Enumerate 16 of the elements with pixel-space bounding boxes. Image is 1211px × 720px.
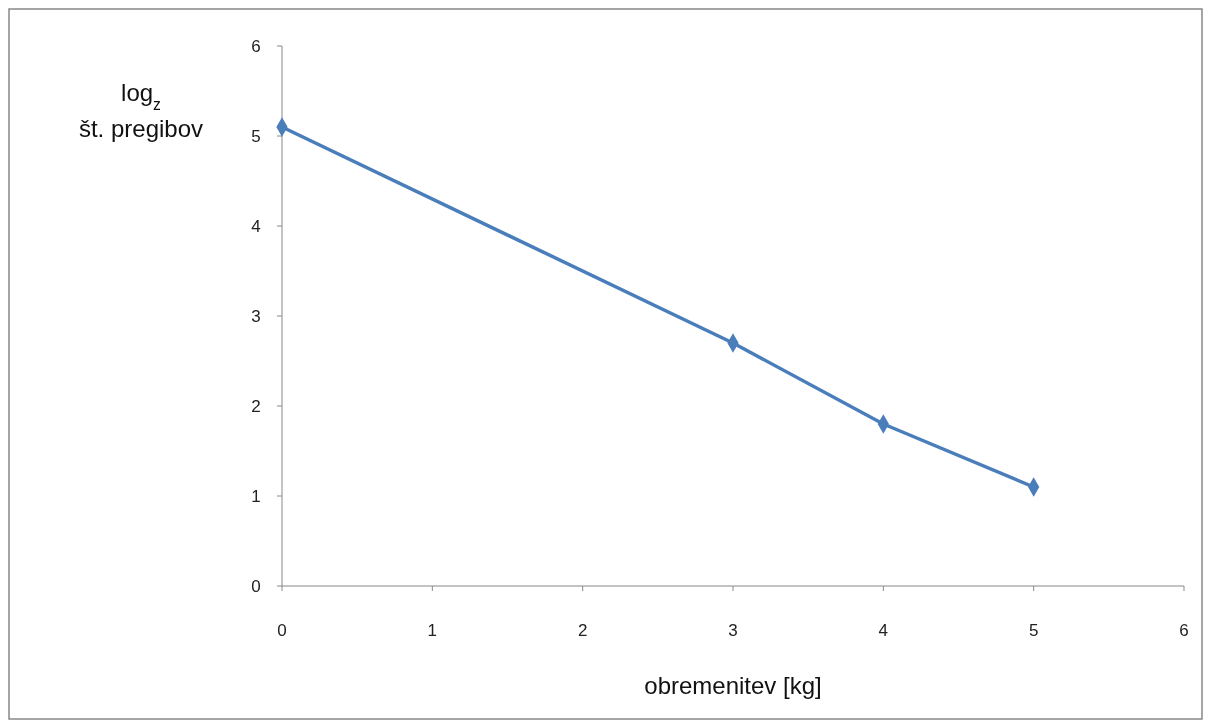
y-axis-title: log$_{z}$ št. pregibov <box>78 79 204 142</box>
y-tick-label: 6 <box>251 36 261 56</box>
x-tick-label: 2 <box>577 621 588 640</box>
y-tick-label: 3 <box>251 306 261 326</box>
y-tick-label: 1 <box>251 486 261 506</box>
x-tick-label: 6 <box>1179 621 1189 640</box>
x-tick-label: 4 <box>878 621 889 640</box>
x-axis-title: obremenitev [kg] <box>644 672 822 699</box>
y-tick-label: 4 <box>251 216 261 236</box>
x-tick-label: 1 <box>427 621 438 640</box>
x-tick-label: 0 <box>277 621 287 640</box>
y-tick-label: 0 <box>251 576 261 596</box>
x-tick-label: 5 <box>1028 621 1039 640</box>
y-tick-label: 2 <box>251 396 261 416</box>
x-tick-label: 3 <box>728 621 738 640</box>
y-tick-label: 5 <box>251 126 261 146</box>
